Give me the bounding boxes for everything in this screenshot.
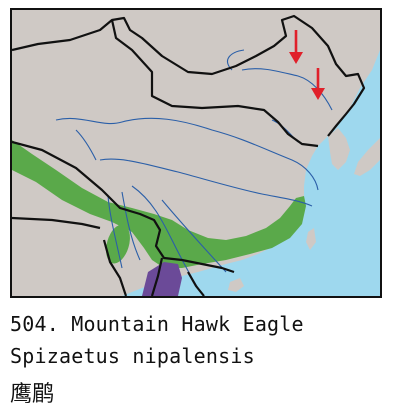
migration-arrow-south xyxy=(311,68,325,100)
range-map xyxy=(10,8,382,298)
rivers xyxy=(55,49,333,289)
land-hainan xyxy=(228,278,244,292)
migration-arrows xyxy=(289,30,325,100)
land-taiwan xyxy=(306,228,316,250)
species-title: 504. Mountain Hawk Eagle xyxy=(10,312,304,336)
land-japan xyxy=(354,138,380,176)
land-korea xyxy=(328,128,350,170)
chinese-name: 鹰鹛 xyxy=(10,382,55,407)
range-resident-patch xyxy=(106,224,130,264)
range-resident-band xyxy=(12,140,306,268)
country-borders xyxy=(12,14,366,296)
scientific-name: Spizaetus nipalensis xyxy=(10,344,255,368)
migration-arrow-north xyxy=(289,30,303,64)
range-winter-area xyxy=(142,262,182,296)
